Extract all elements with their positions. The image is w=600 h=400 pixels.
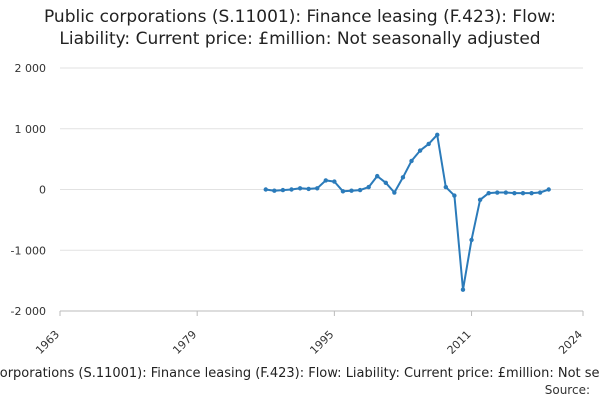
- legend-item: Public corporations (S.11001): Finance l…: [0, 366, 600, 381]
- chart-title-line-1: Public corporations (S.11001): Finance l…: [43, 7, 557, 27]
- data-point: [392, 190, 397, 195]
- data-point: [289, 187, 294, 192]
- y-tick-label: 1 000: [15, 123, 47, 136]
- y-tick-label: 0: [39, 184, 46, 197]
- data-point: [272, 188, 277, 193]
- data-point: [435, 132, 440, 138]
- data-point: [332, 179, 337, 184]
- data-point: [306, 186, 311, 192]
- data-point: [512, 190, 517, 196]
- data-point: [443, 184, 449, 190]
- x-tick-label: 1979: [170, 328, 199, 357]
- data-point: [357, 187, 363, 193]
- y-tick-label: 2 000: [15, 62, 47, 75]
- data-point: [477, 197, 483, 203]
- data-point: [486, 190, 491, 196]
- data-point: [366, 184, 371, 190]
- data-point: [529, 190, 534, 196]
- data-point: [417, 148, 423, 153]
- data-point: [537, 190, 543, 195]
- y-tick-label: -2 000: [11, 305, 46, 318]
- series-layer: [263, 132, 551, 292]
- data-point: [426, 141, 431, 147]
- data-point: [263, 187, 268, 192]
- data-point: [495, 190, 500, 195]
- data-point: [469, 237, 474, 243]
- data-point: [297, 186, 303, 191]
- x-axis: 1963 1979 1995 2011 2024: [33, 310, 585, 357]
- data-point: [280, 187, 286, 193]
- chart-title: Public corporations (S.11001): Finance l…: [0, 6, 600, 50]
- data-point: [520, 190, 526, 196]
- x-tick-label: 1995: [307, 328, 336, 357]
- x-tick-label: 1963: [33, 328, 62, 357]
- data-point: [349, 188, 354, 193]
- data-point: [375, 173, 380, 179]
- x-tick-label: 2024: [556, 328, 585, 357]
- data-point: [503, 190, 509, 195]
- data-point: [460, 287, 466, 292]
- data-point: [546, 187, 551, 192]
- chart-title-line-2: Liability: Current price: £million: Not …: [59, 29, 541, 49]
- data-point: [315, 186, 320, 191]
- legend: Public corporations (S.11001): Finance l…: [0, 366, 600, 381]
- data-point: [400, 175, 406, 180]
- series-line: [265, 133, 550, 291]
- data-point: [452, 193, 457, 198]
- data-point: [383, 180, 389, 186]
- data-point: [409, 158, 414, 164]
- grid: -2 000 -1 000 0 1 000 2 000: [11, 62, 583, 318]
- data-point: [323, 178, 328, 183]
- source-label: Source:: [544, 383, 590, 397]
- x-tick-label: 2011: [445, 328, 474, 357]
- data-point: [340, 189, 346, 194]
- y-tick-label: -1 000: [11, 244, 46, 257]
